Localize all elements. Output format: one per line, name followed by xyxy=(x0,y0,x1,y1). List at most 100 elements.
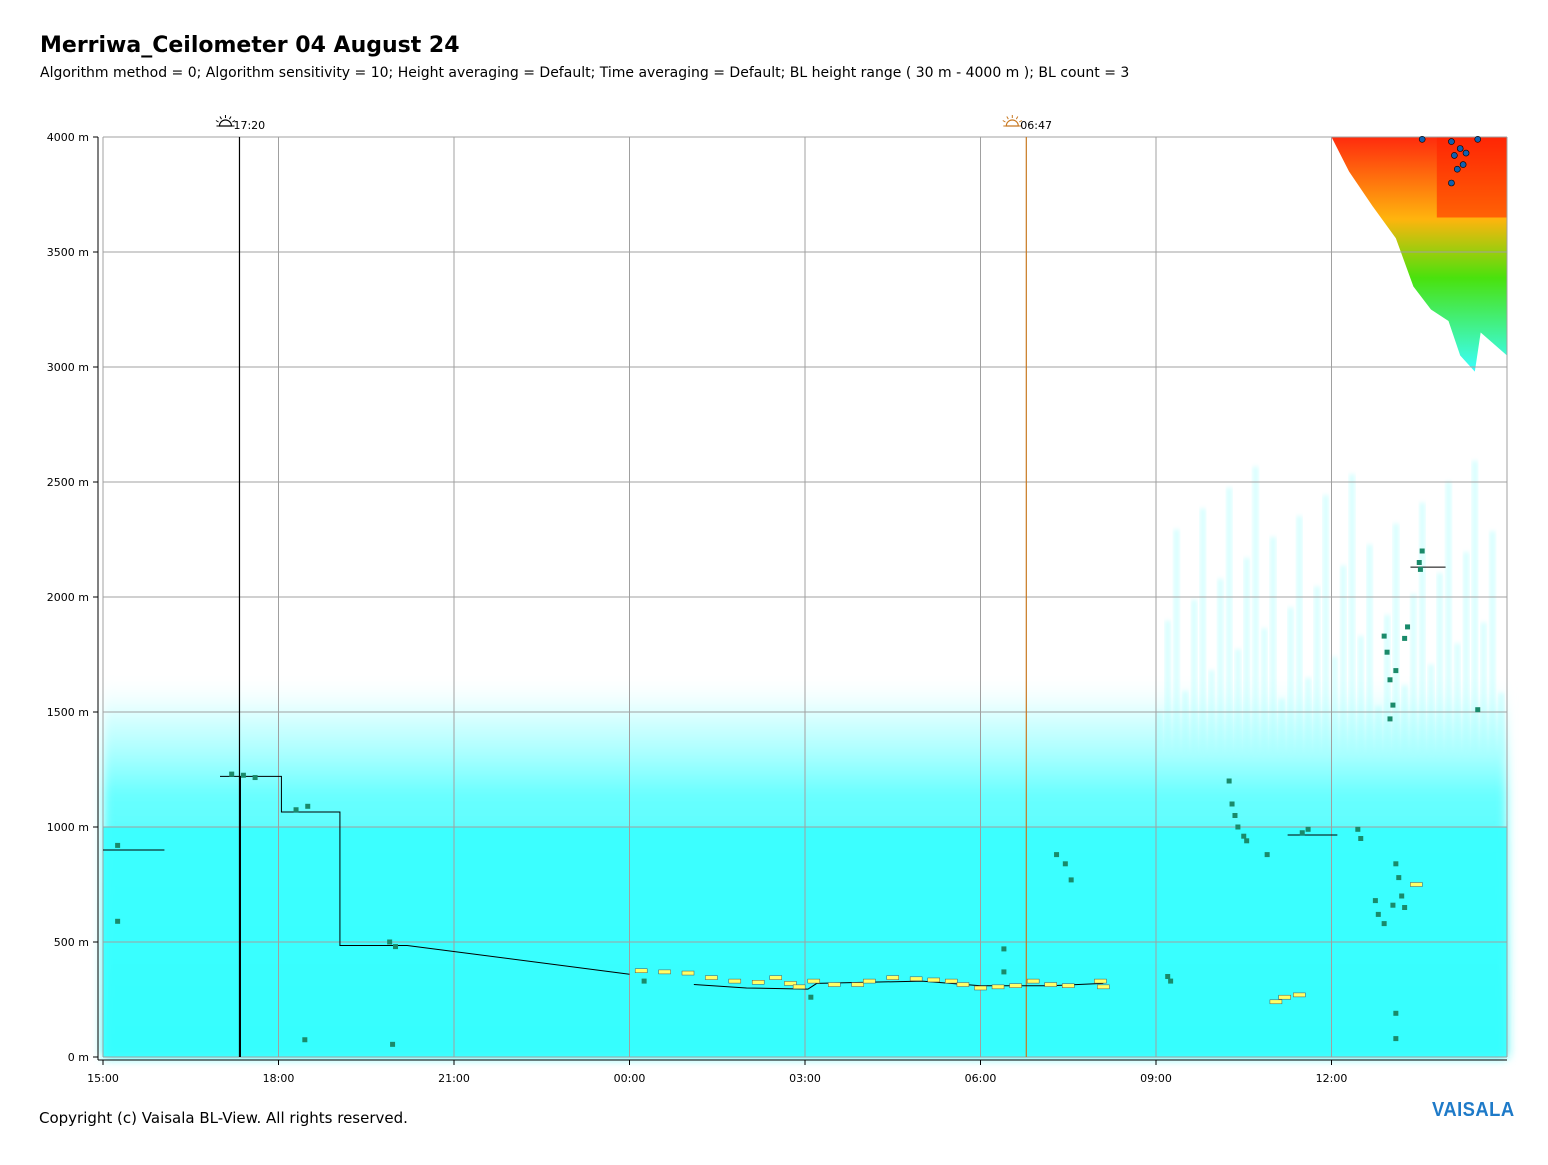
bl-point xyxy=(1168,978,1174,984)
aerosol-layer-mark xyxy=(1044,982,1057,987)
backscatter-streak xyxy=(1313,586,1320,758)
bl-point xyxy=(1419,548,1425,554)
backscatter-streak xyxy=(1261,628,1268,758)
aerosol-layer-mark xyxy=(828,982,841,987)
backscatter-streak xyxy=(1164,620,1171,758)
aerosol-layer-mark xyxy=(769,975,782,980)
bl-point xyxy=(1416,560,1422,565)
aerosol-layer-mark xyxy=(634,968,648,973)
bl-point xyxy=(393,944,398,950)
aerosol-layer-mark xyxy=(1269,999,1283,1005)
backscatter-streak xyxy=(1357,635,1364,758)
backscatter-streak xyxy=(1489,531,1496,758)
cloud-base-point xyxy=(1448,179,1455,187)
aerosol-layer-mark xyxy=(1026,978,1040,984)
bl-point xyxy=(1402,635,1408,641)
aerosol-layer-mark xyxy=(863,978,876,984)
bl-point xyxy=(387,939,393,945)
x-tick-label: 03:00 xyxy=(789,1072,821,1085)
aerosol-layer-mark xyxy=(792,984,806,990)
aerosol-layer-mark xyxy=(991,984,1005,990)
backscatter-streak xyxy=(1410,594,1417,758)
bl-point xyxy=(305,803,311,809)
bl-point xyxy=(1355,826,1361,832)
bl-point xyxy=(641,978,647,984)
bl-point xyxy=(808,994,814,1000)
aerosol-layer-mark xyxy=(784,981,797,986)
aerosol-layer-mark xyxy=(1278,994,1291,1000)
backscatter-streak xyxy=(1234,649,1241,758)
backscatter-streak xyxy=(1208,670,1215,758)
aerosol-layer-mark xyxy=(1293,992,1306,998)
x-tick-label: 18:00 xyxy=(263,1072,295,1085)
vaisala-logo: VAISALA xyxy=(1432,1099,1515,1121)
chart-subtitle: Algorithm method = 0; Algorithm sensitiv… xyxy=(40,65,1130,81)
bl-point xyxy=(1375,911,1381,917)
backscatter-streak xyxy=(1331,656,1338,758)
bl-point xyxy=(1241,833,1247,839)
x-tick-label: 15:00 xyxy=(87,1072,119,1085)
backscatter-streak xyxy=(1419,502,1426,758)
backscatter-streak xyxy=(1305,677,1312,758)
backscatter-streak xyxy=(1480,622,1487,758)
backscatter-streak xyxy=(1392,523,1399,758)
aerosol-layer-mark xyxy=(851,982,864,987)
cloud-core xyxy=(1436,137,1507,218)
bl-point xyxy=(1054,852,1060,858)
aerosol-layer-mark xyxy=(974,985,987,991)
backscatter-streak xyxy=(1296,516,1303,758)
sunset-icon xyxy=(215,115,236,127)
backscatter-streak xyxy=(1375,706,1382,758)
bl-point xyxy=(302,1037,308,1043)
backscatter-streak xyxy=(1340,565,1347,758)
cloud-base-point xyxy=(1451,152,1458,159)
backscatter-streak xyxy=(1436,573,1443,758)
backscatter-streak xyxy=(1322,495,1329,758)
aerosol-layer-mark xyxy=(945,978,958,984)
backscatter-streak xyxy=(1173,529,1180,758)
y-tick-label: 2000 m xyxy=(47,591,89,604)
bl-point xyxy=(1068,877,1074,883)
backscatter-streak xyxy=(1287,607,1294,758)
aerosol-layer-mark xyxy=(1097,984,1110,990)
bl-point xyxy=(1393,1010,1399,1016)
y-tick-label: 1000 m xyxy=(47,821,89,834)
cloud-base-point xyxy=(1462,149,1470,157)
bl-point xyxy=(229,771,235,777)
bl-point xyxy=(1001,969,1007,975)
y-tick-label: 3000 m xyxy=(47,361,89,374)
bl-point xyxy=(1381,633,1387,639)
bl-point xyxy=(1399,893,1405,899)
backscatter-streak xyxy=(1270,536,1277,758)
aerosol-layer-mark xyxy=(909,976,923,982)
bl-point xyxy=(1393,861,1399,867)
aerosol-layer-mark xyxy=(886,975,899,980)
aerosol-layer-mark xyxy=(705,975,718,980)
backscatter-streak xyxy=(1226,487,1233,758)
aerosol-layer-mark xyxy=(807,978,821,984)
backscatter-streak xyxy=(1454,643,1461,758)
bl-point xyxy=(1396,875,1402,881)
bl-point xyxy=(1358,836,1364,841)
x-tick-label: 12:00 xyxy=(1316,1072,1348,1085)
x-tick-label: 00:00 xyxy=(614,1072,646,1085)
sun-event-label: 17:20 xyxy=(233,119,265,132)
aerosol-layer-mark xyxy=(681,970,695,976)
aerosol-layer-mark xyxy=(1094,978,1107,984)
backscatter-streak xyxy=(1384,614,1391,758)
backscatter-streak xyxy=(1243,557,1250,758)
aerosol-layer-mark xyxy=(956,982,970,987)
backscatter-streak xyxy=(1349,474,1356,758)
bl-point xyxy=(1244,838,1250,844)
backscatter-streak xyxy=(1182,691,1189,758)
x-tick-label: 06:00 xyxy=(965,1072,997,1085)
bl-point xyxy=(1264,852,1270,858)
y-tick-label: 3500 m xyxy=(47,246,89,259)
bl-height-line xyxy=(220,775,630,975)
cloud-base-point xyxy=(1453,165,1461,173)
bl-point xyxy=(1235,824,1241,830)
backscatter-streak xyxy=(1278,698,1285,758)
backscatter-streak xyxy=(1498,692,1505,758)
bl-point xyxy=(1402,905,1408,910)
